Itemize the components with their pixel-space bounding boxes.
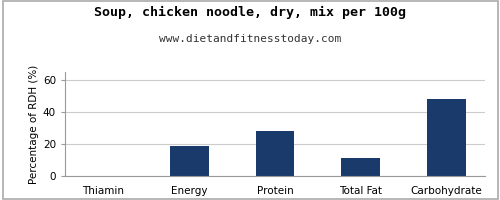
Bar [342,158,380,176]
Text: Soup, chicken noodle, dry, mix per 100g: Soup, chicken noodle, dry, mix per 100g [94,6,406,19]
Bar [256,131,294,176]
Text: www.dietandfitnesstoday.com: www.dietandfitnesstoday.com [159,34,341,44]
Bar [170,146,208,176]
Y-axis label: Percentage of RDH (%): Percentage of RDH (%) [28,64,38,184]
Bar [428,99,466,176]
